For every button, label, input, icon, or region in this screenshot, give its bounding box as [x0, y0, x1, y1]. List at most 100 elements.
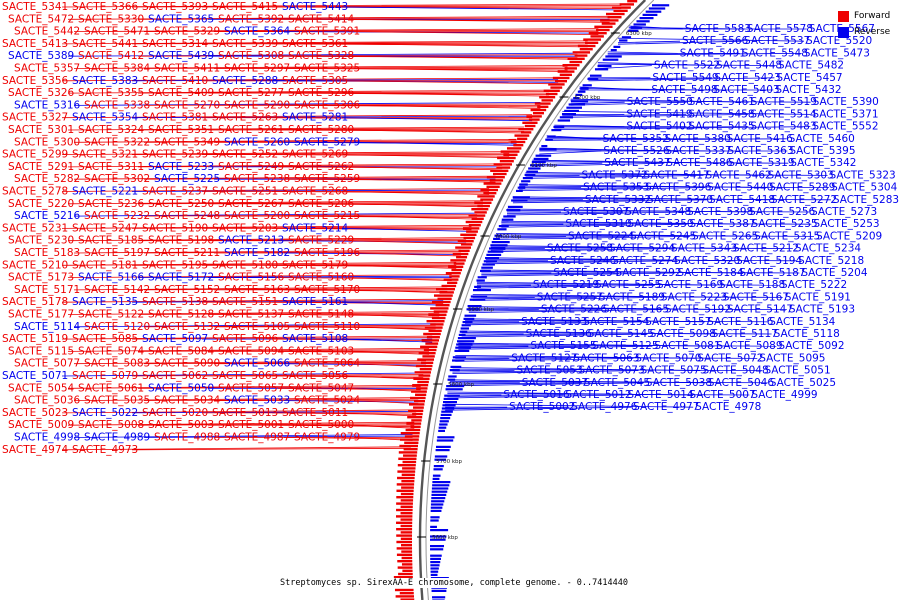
- label-connector: [347, 203, 483, 208]
- reverse-feature: [570, 100, 589, 103]
- forward-feature-label: SACTE_5259: [294, 173, 360, 185]
- label-connector: [61, 409, 417, 414]
- reverse-feature: [432, 474, 441, 477]
- label-connector: [353, 105, 541, 109]
- reverse-feature: [452, 356, 467, 359]
- forward-feature-label: SACTE_5252: [212, 149, 278, 161]
- forward-feature: [398, 451, 418, 454]
- reverse-feature-label: SACTE_5549: [652, 72, 718, 84]
- label-connector: [353, 215, 478, 220]
- forward-feature: [428, 329, 442, 332]
- tick-label: 5900 kbp: [468, 307, 494, 313]
- reverse-feature-label: SACTE_5440: [707, 182, 773, 194]
- forward-feature: [458, 249, 470, 252]
- forward-feature-label: SACTE_5120: [84, 321, 150, 333]
- reverse-feature: [547, 135, 556, 138]
- label-connector: [512, 197, 831, 201]
- forward-feature-label: SACTE_5000: [288, 419, 354, 431]
- label-connector: [143, 251, 462, 254]
- reverse-feature-label: SACTE_5537: [744, 35, 810, 47]
- label-connector: [353, 141, 517, 146]
- forward-feature: [448, 265, 464, 268]
- forward-feature-label: SACTE_5115: [8, 345, 74, 357]
- forward-feature: [401, 486, 414, 489]
- label-connector: [472, 297, 659, 301]
- label-connector: [73, 397, 419, 401]
- label-connector: [271, 375, 424, 378]
- label-connector: [67, 311, 440, 315]
- label-connector: [283, 326, 436, 329]
- forward-feature: [396, 483, 415, 486]
- reverse-feature-label: SACTE_5462: [706, 169, 772, 181]
- forward-feature-label: SACTE_5233: [148, 161, 214, 173]
- tick-label: 5800 kbp: [448, 382, 474, 388]
- forward-feature-label: SACTE_5321: [72, 149, 138, 161]
- forward-feature-label: SACTE_5267: [218, 198, 284, 210]
- label-connector: [341, 412, 417, 417]
- reverse-feature-label: SACTE_5432: [775, 84, 841, 96]
- label-connector: [532, 162, 603, 166]
- forward-feature-label: SACTE_5009: [8, 419, 74, 431]
- forward-feature: [405, 428, 421, 432]
- forward-feature: [399, 592, 414, 595]
- forward-feature: [406, 422, 422, 425]
- reverse-feature: [440, 413, 452, 416]
- forward-feature: [411, 419, 422, 422]
- label-connector: [143, 398, 419, 402]
- reverse-feature: [431, 490, 448, 493]
- reverse-feature: [512, 196, 530, 199]
- label-connector: [353, 68, 568, 72]
- forward-feature: [539, 96, 556, 99]
- forward-feature-label: SACTE_5210: [2, 259, 68, 271]
- label-connector: [455, 356, 758, 359]
- reverse-feature-label: SACTE_5395: [789, 145, 855, 157]
- reverse-feature: [559, 116, 574, 119]
- reverse-feature: [430, 570, 439, 573]
- forward-feature: [513, 144, 524, 147]
- forward-feature: [396, 540, 413, 544]
- forward-feature: [413, 406, 424, 409]
- label-connector: [73, 286, 448, 291]
- forward-feature-label: SACTE_5277: [218, 87, 284, 99]
- reverse-feature-label: SACTE_4999: [751, 389, 817, 401]
- forward-feature-label: SACTE_5036: [14, 395, 81, 407]
- label-connector: [67, 200, 483, 205]
- label-connector: [131, 152, 510, 156]
- reverse-feature-label: SACTE_5514: [750, 108, 817, 120]
- forward-feature: [396, 528, 413, 531]
- label-connector: [271, 412, 417, 415]
- reverse-feature: [648, 7, 666, 10]
- forward-feature: [430, 323, 444, 326]
- forward-feature-label: SACTE_5301: [8, 124, 74, 136]
- forward-feature-label: SACTE_5050: [148, 382, 214, 394]
- forward-feature: [569, 60, 583, 64]
- forward-feature: [550, 86, 563, 89]
- forward-feature: [468, 214, 486, 217]
- forward-feature-label: SACTE_5338: [84, 99, 150, 111]
- forward-feature: [400, 531, 413, 534]
- forward-feature-label: SACTE_5203: [212, 222, 278, 234]
- forward-feature: [524, 124, 536, 128]
- forward-feature: [411, 390, 427, 393]
- reverse-feature: [440, 417, 451, 420]
- reverse-feature: [430, 545, 445, 548]
- forward-feature-label: SACTE_5008: [78, 419, 144, 431]
- backbone-arc: [418, 0, 647, 600]
- label-connector: [131, 263, 457, 266]
- reverse-feature-label: SACTE_5583: [685, 23, 751, 35]
- forward-feature: [503, 153, 518, 156]
- forward-feature-label: SACTE_5365: [148, 13, 214, 25]
- forward-feature: [590, 35, 604, 38]
- forward-feature-label: SACTE_5280: [288, 124, 354, 136]
- forward-feature: [412, 384, 429, 387]
- label-connector: [519, 187, 706, 191]
- forward-feature-label: SACTE_4987: [224, 432, 290, 444]
- reverse-feature-label: SACTE_5519: [751, 96, 817, 108]
- forward-feature-label: SACTE_5442: [14, 26, 80, 38]
- forward-feature-label: SACTE_5085: [72, 333, 138, 345]
- label-connector: [501, 222, 812, 225]
- label-connector: [465, 319, 768, 323]
- label-connector: [341, 154, 510, 158]
- forward-feature: [400, 438, 419, 441]
- forward-feature-label: SACTE_5178: [2, 296, 68, 308]
